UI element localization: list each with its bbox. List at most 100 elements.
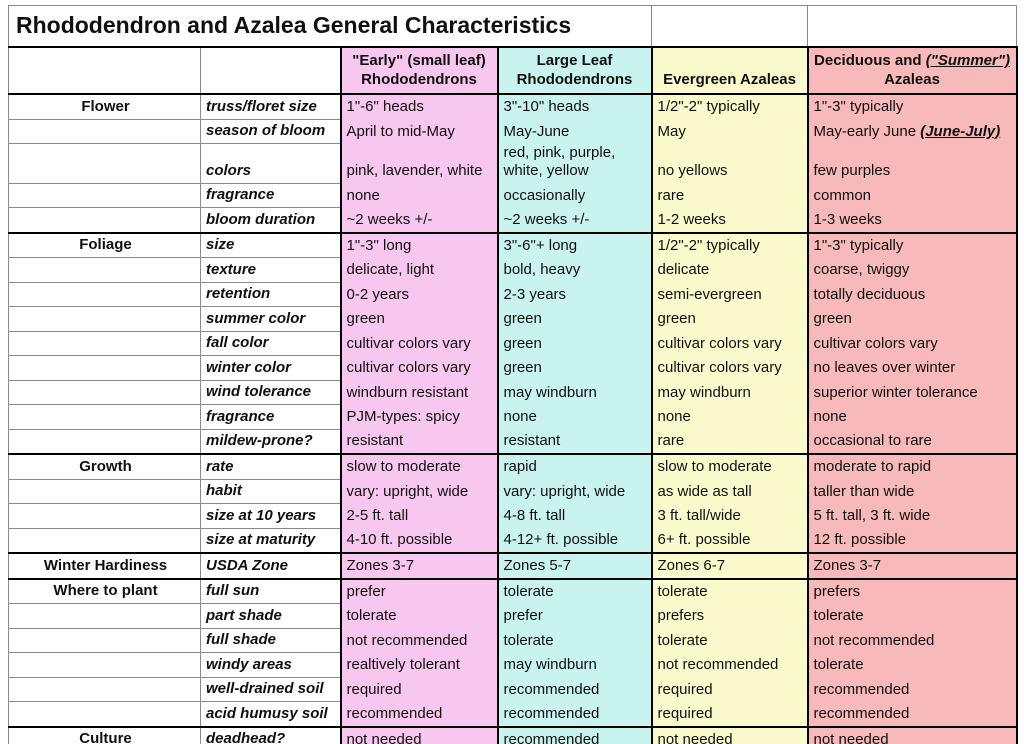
value-cell: prefers (807, 577, 1018, 604)
table-row: colors pink, lavender, white red, pink, pu… (8, 143, 1018, 184)
value-cell: green (340, 306, 499, 332)
value-cell: recommended (497, 677, 653, 702)
table-row: bloom duration ~2 weeks +/- ~2 weeks +/- 1-… (8, 207, 1018, 233)
value-cell: 4-8 ft. tall (497, 503, 653, 529)
value-cell: 1-3 weeks (807, 207, 1018, 233)
table-row: size at maturity 4-10 ft. possible 4-12+ f… (8, 527, 1018, 554)
table-row: Growth rate slow to moderate rapid slow to m… (8, 453, 1018, 480)
value-cell: may windburn (497, 380, 653, 405)
value-cell: required (651, 701, 809, 727)
value-cell: May-June (497, 119, 653, 144)
value-cell: 1"-3" typically (807, 93, 1018, 119)
category-cell (8, 330, 201, 356)
attribute-cell: colors (200, 143, 342, 184)
value-cell: slow to moderate (651, 453, 809, 480)
attribute-cell: deadhead? (200, 725, 342, 744)
value-cell: cultivar colors vary (807, 331, 1018, 356)
column-header-large-leaf-rhododendrons: Large Leaf Rhododendrons (497, 47, 653, 95)
table-row: well-drained soil required recommended requ… (8, 676, 1018, 702)
table-row: Flower truss/floret size 1"-6" heads 3"-10"… (8, 93, 1018, 119)
value-cell: 1/2"-2" typically (651, 93, 809, 119)
value-cell: required (651, 677, 809, 702)
category-cell: Culture (8, 725, 201, 744)
emphasized-text: ("Summer") (925, 52, 1010, 70)
category-cell (8, 257, 201, 283)
category-cell (8, 503, 201, 529)
attribute-cell: summer color (200, 306, 342, 332)
category-cell (8, 182, 201, 208)
value-cell: coarse, twiggy (807, 257, 1018, 283)
value-cell: May (651, 119, 809, 144)
value-cell: tolerate (497, 577, 653, 604)
value-cell: prefer (497, 603, 653, 629)
value-cell: occasionally (497, 183, 653, 208)
attribute-cell: size at 10 years (200, 503, 342, 529)
table-row: full shade not recommended tolerate tolerat… (8, 627, 1018, 653)
value-cell: resistant (340, 429, 499, 455)
title-blank-cell (807, 5, 1017, 48)
value-cell: recommended (340, 701, 499, 727)
category-cell (8, 652, 201, 678)
value-cell: resistant (497, 429, 653, 455)
value-cell: none (340, 183, 499, 208)
value-cell: tolerate (807, 603, 1018, 629)
value-cell: rare (651, 429, 809, 455)
value-cell: Zones 3-7 (807, 552, 1018, 579)
table-row: season of bloom April to mid-May May-June M… (8, 118, 1018, 144)
category-cell (8, 143, 201, 184)
attribute-cell: full sun (200, 577, 342, 604)
attribute-cell: part shade (200, 603, 342, 629)
table-row: summer color green green green green (8, 306, 1018, 332)
value-cell: 12 ft. possible (807, 528, 1018, 554)
value-cell: recommended (807, 701, 1018, 727)
category-cell (8, 404, 201, 430)
table-row: wind tolerance windburn resistant may wind… (8, 379, 1018, 405)
column-header-row: "Early" (small leaf) Rhododendrons Large… (8, 47, 1018, 95)
value-cell: ~2 weeks +/- (340, 207, 499, 233)
attribute-cell: size at maturity (200, 527, 342, 554)
value-cell: red, pink, purple, white, yellow (497, 143, 653, 184)
table-row: fragrance none occasionally rare common (8, 182, 1018, 208)
value-cell: windburn resistant (340, 380, 499, 405)
value-cell: 3 ft. tall/wide (651, 503, 809, 529)
value-cell: Zones 3-7 (340, 552, 499, 579)
category-cell (8, 478, 201, 504)
value-cell: 0-2 years (340, 282, 499, 307)
value-cell: PJM-types: spicy (340, 404, 499, 430)
table-row: windy areas realtively tolerant may windbu… (8, 652, 1018, 678)
value-cell: none (807, 404, 1018, 430)
category-cell (8, 676, 201, 702)
value-cell: delicate (651, 257, 809, 283)
page-title: Rhododendron and Azalea General Characte… (8, 5, 652, 48)
table-row: Winter Hardiness USDA Zone Zones 3-7 Zones … (8, 552, 1018, 579)
value-cell: 2-3 years (497, 282, 653, 307)
value-cell: superior winter tolerance (807, 380, 1018, 405)
value-cell: none (497, 404, 653, 430)
value-cell: not recommended (651, 652, 809, 678)
attribute-cell: wind tolerance (200, 379, 342, 405)
value-cell: not needed (807, 725, 1018, 744)
category-cell (8, 428, 201, 455)
attribute-cell: texture (200, 257, 342, 283)
value-cell: May-early June (June-July) (807, 119, 1018, 144)
value-cell: 6+ ft. possible (651, 528, 809, 554)
table-row: Foliage size 1"-3" long 3"-6"+ long 1/2"-2" … (8, 231, 1018, 258)
attribute-cell: USDA Zone (200, 552, 342, 579)
attribute-cell: fragrance (200, 404, 342, 430)
value-cell: recommended (807, 677, 1018, 702)
attribute-cell: fall color (200, 330, 342, 356)
category-header-blank (8, 47, 201, 95)
value-cell: realtively tolerant (340, 652, 499, 678)
attribute-cell: fragrance (200, 182, 342, 208)
characteristics-table: Rhododendron and Azalea General Characte… (8, 5, 1018, 744)
table-row: part shade tolerate prefer prefers tolerate (8, 603, 1018, 629)
category-cell (8, 355, 201, 381)
value-cell: April to mid-May (340, 119, 499, 144)
value-cell: green (651, 306, 809, 332)
emphasized-text: (June-July) (920, 122, 1001, 140)
table-row: size at 10 years 2-5 ft. tall 4-8 ft. tall… (8, 503, 1018, 529)
value-cell: totally deciduous (807, 282, 1018, 307)
value-cell: required (340, 677, 499, 702)
value-cell: vary: upright, wide (497, 479, 653, 504)
value-cell: 1/2"-2" typically (651, 231, 809, 258)
